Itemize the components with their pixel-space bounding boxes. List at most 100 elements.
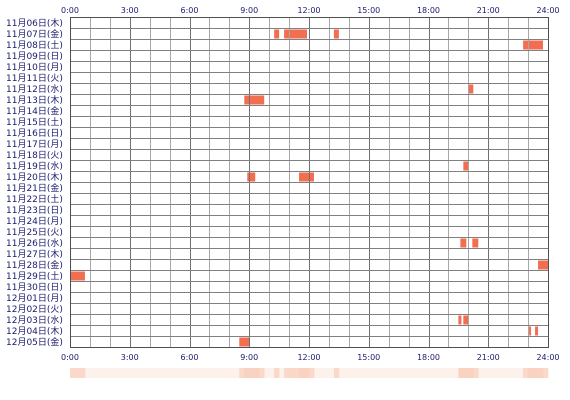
summary-strip-cell <box>299 368 305 378</box>
summary-strip-cell <box>528 368 534 378</box>
summary-strip <box>70 368 549 378</box>
day-label: 11月11日(火) <box>6 73 63 84</box>
day-label: 12月05日(金) <box>6 336 63 348</box>
x-tick-label: 9:00 <box>240 6 258 15</box>
activity-bar <box>460 238 467 248</box>
summary-strip-cell <box>289 368 295 378</box>
plot-frame <box>70 17 549 348</box>
x-tick-label: 24:00 <box>536 6 559 15</box>
x-tick-label: 21:00 <box>477 6 500 15</box>
day-label: 11月12日(水) <box>6 83 63 95</box>
day-label: 11月30日(日) <box>6 282 63 293</box>
summary-strip-cell <box>543 368 549 378</box>
activity-bar <box>299 172 305 182</box>
activity-bar <box>529 326 532 336</box>
activity-bar <box>458 315 462 325</box>
activity-bar <box>538 260 548 270</box>
summary-strip-cell <box>533 368 539 378</box>
summary-strip-cell <box>538 368 544 378</box>
summary-strip-cell <box>244 368 250 378</box>
activity-bar <box>535 326 539 336</box>
summary-strip-cell <box>274 368 280 378</box>
bottom-axis-ticks: 0:00 3:00 6:00 9:00 12:00 15:00 18:00 21:00 24:0… <box>61 353 560 362</box>
day-label: 11月29日(土) <box>6 270 63 282</box>
day-label: 11月15日(土) <box>6 116 63 128</box>
day-label: 11月10日(月) <box>6 62 63 73</box>
day-label: 11月25日(火) <box>6 227 63 238</box>
summary-strip-cell <box>468 368 474 378</box>
summary-strip-cell <box>79 368 86 378</box>
day-label: 11月07日(金) <box>6 28 63 40</box>
day-label: 11月16日(日) <box>6 128 63 139</box>
x-tick-label: 18:00 <box>417 353 440 362</box>
x-tick-label: 15:00 <box>357 6 380 15</box>
activity-bar <box>274 29 280 39</box>
activity-bar <box>472 238 479 248</box>
activity-bar <box>249 95 265 105</box>
day-label: 11月06日(木) <box>6 17 63 29</box>
x-tick-label: 21:00 <box>477 353 500 362</box>
summary-strip-cell <box>239 368 245 378</box>
day-label: 11月23日(日) <box>6 205 63 216</box>
day-label: 11月21日(金) <box>6 182 63 194</box>
activity-bar <box>244 95 250 105</box>
day-label: 12月02日(火) <box>6 304 63 315</box>
activity-bar <box>523 40 529 50</box>
day-label: 11月26日(水) <box>6 237 63 249</box>
summary-strip-cell <box>70 368 76 378</box>
summary-strip-cell <box>473 368 479 378</box>
day-label: 12月01日(月) <box>6 293 63 304</box>
day-label: 11月09日(日) <box>6 51 63 62</box>
summary-strip-cell <box>463 368 469 378</box>
grid-lines <box>70 17 549 348</box>
summary-strip-cell <box>294 368 300 378</box>
x-tick-label: 15:00 <box>357 353 380 362</box>
activity-bar <box>468 84 474 94</box>
summary-strip-cell <box>284 368 290 378</box>
activity-bar <box>284 29 290 39</box>
day-label: 11月19日(水) <box>6 160 63 172</box>
x-tick-label: 6:00 <box>181 353 199 362</box>
x-tick-label: 12:00 <box>297 353 320 362</box>
activity-bar <box>304 29 308 39</box>
summary-strip-cell <box>309 368 315 378</box>
day-label: 11月13日(木) <box>6 94 63 106</box>
x-tick-label: 12:00 <box>297 6 320 15</box>
day-label: 11月08日(土) <box>6 39 63 51</box>
day-labels: 11月06日(木)11月07日(金)11月08日(土)11月09日(日)11月1… <box>6 17 63 348</box>
x-tick-label: 3:00 <box>121 353 139 362</box>
day-label: 11月20日(木) <box>6 171 63 183</box>
summary-strip-cell <box>304 368 310 378</box>
x-tick-label: 18:00 <box>417 6 440 15</box>
summary-strip-cell <box>458 368 464 378</box>
activity-bars <box>70 29 548 347</box>
summary-strip-cell <box>523 368 529 378</box>
activity-bar <box>528 40 544 50</box>
day-label: 11月14日(金) <box>6 105 63 117</box>
top-axis-ticks: 0:00 3:00 6:00 9:00 12:00 15:00 18:00 21:00 24:0… <box>61 6 560 15</box>
day-label: 11月27日(木) <box>6 248 63 260</box>
day-label: 11月22日(土) <box>6 193 63 205</box>
day-label: 11月18日(火) <box>6 150 63 161</box>
x-tick-label: 24:00 <box>536 353 559 362</box>
day-label: 12月03日(水) <box>6 314 63 326</box>
x-tick-label: 6:00 <box>181 6 199 15</box>
day-label: 12月04日(木) <box>6 325 63 337</box>
activity-bar <box>463 161 469 171</box>
activity-bar <box>247 172 256 182</box>
summary-strip-cell <box>74 368 81 378</box>
activity-bar <box>463 315 469 325</box>
x-tick-label: 0:00 <box>61 353 79 362</box>
summary-strip-cell <box>259 368 265 378</box>
summary-strip-cell <box>333 368 340 378</box>
x-tick-label: 3:00 <box>121 6 139 15</box>
activity-bar <box>333 29 339 39</box>
x-tick-label: 0:00 <box>61 6 79 15</box>
day-label: 11月17日(月) <box>6 139 63 150</box>
day-label: 11月28日(金) <box>6 259 63 271</box>
day-label: 11月24日(月) <box>6 216 63 227</box>
activity-bar <box>239 337 250 347</box>
activity-bar <box>70 271 85 281</box>
summary-strip-cell <box>249 368 255 378</box>
